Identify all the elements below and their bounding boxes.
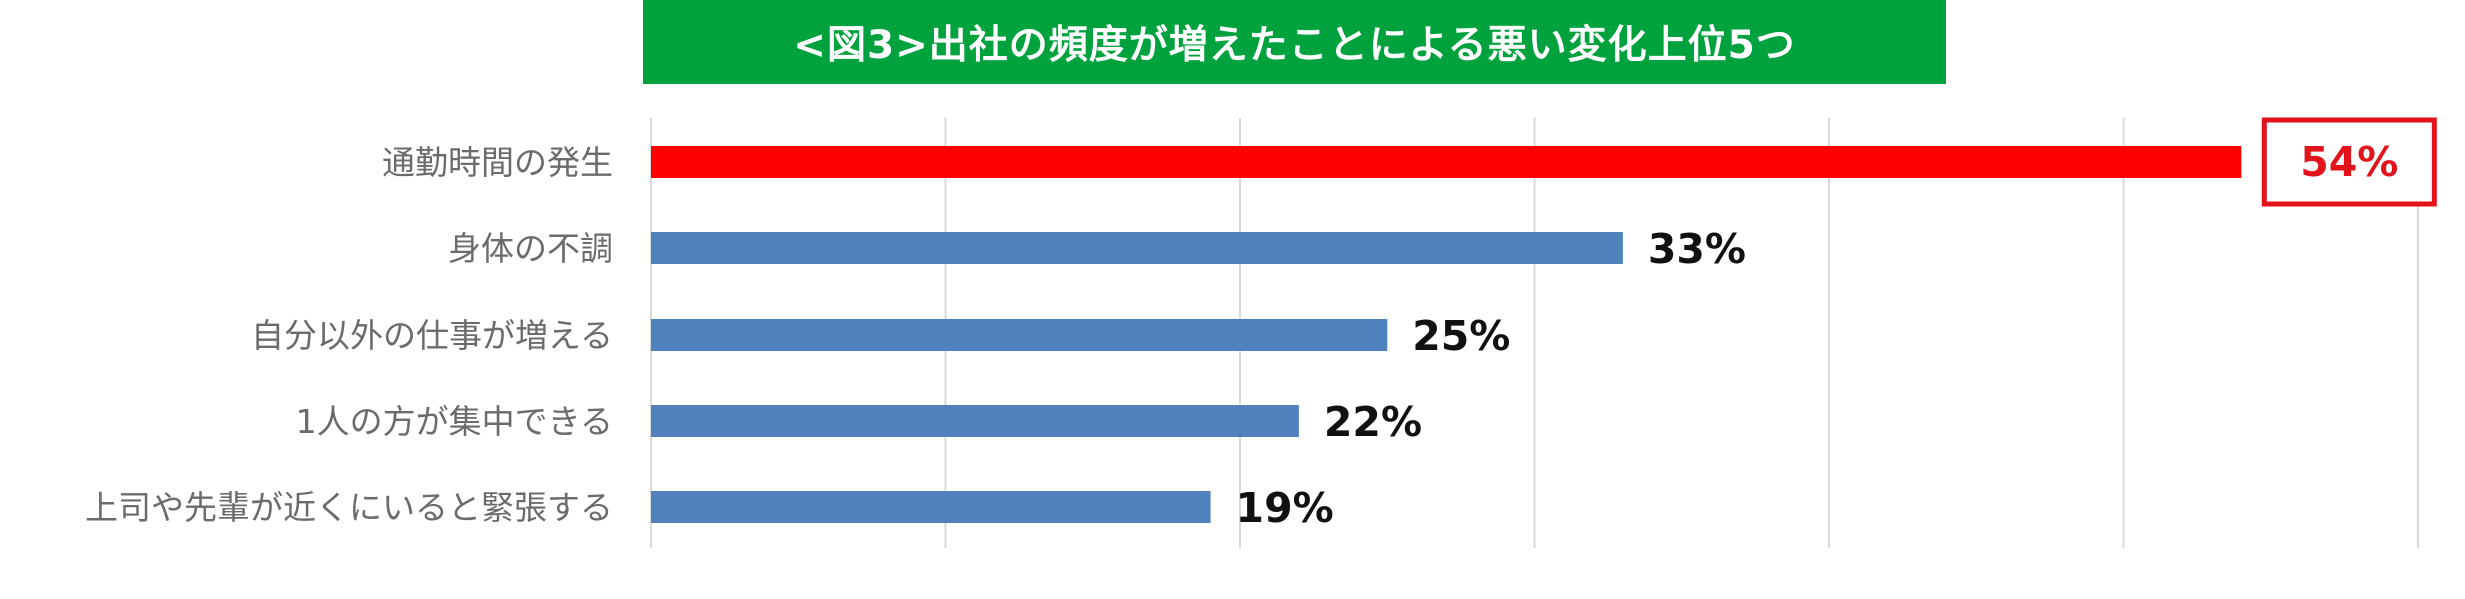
category-label: 身体の不調	[448, 229, 613, 268]
bar	[651, 146, 2242, 178]
category-label: 1人の方が集中できる	[296, 402, 613, 441]
value-label: 25%	[1412, 312, 1510, 360]
bars	[651, 146, 2242, 523]
value-label: 19%	[1236, 484, 1334, 532]
value-label: 54%	[2300, 138, 2398, 186]
bar	[651, 232, 1623, 264]
chart-title-banner: <図3>出社の頻度が増えたことによる悪い変化上位5つ	[643, 0, 1946, 84]
value-label: 22%	[1324, 398, 1422, 446]
bar	[651, 491, 1211, 523]
category-label: 自分以外の仕事が増える	[251, 316, 613, 355]
value-label: 33%	[1648, 225, 1746, 273]
highlight-value-box	[2261, 117, 2437, 207]
bar	[651, 405, 1299, 437]
bar	[651, 319, 1388, 351]
chart-title: <図3>出社の頻度が増えたことによる悪い変化上位5つ	[793, 23, 1796, 68]
category-label: 通勤時間の発生	[382, 143, 613, 182]
value-labels: 54% 33% 25% 22% 19%	[1236, 117, 2437, 532]
category-label: 上司や先輩が近くにいると緊張する	[85, 488, 613, 527]
